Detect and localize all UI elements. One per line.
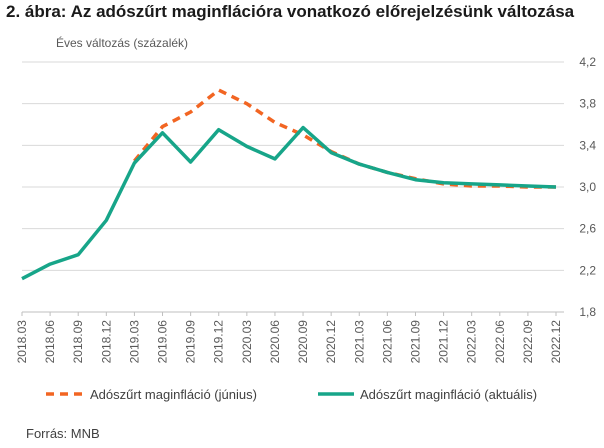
series [21,88,557,281]
x-tick-label: 2018.09 [71,320,85,364]
series-line-june [133,88,556,189]
x-tick-label: 2021.12 [437,320,451,364]
x-tick-label: 2019.06 [156,320,170,364]
y-tick-label: 1,8 [579,305,596,319]
y-axis-label: Éves változás (százalék) [56,35,188,50]
source-note: Forrás: MNB [26,426,100,441]
y-tick-label: 3,4 [579,138,596,152]
legend-label: Adószűrt maginfláció (június) [90,387,257,402]
x-tick-label: 2021.09 [408,320,422,364]
x-tick-label: 2020.03 [240,320,254,364]
x-axis-ticks: 2018.03 2018.06 2018.09 2018.12 2019.03 2019.… [15,312,563,363]
x-tick-label: 2022.09 [521,320,535,364]
x-tick-label: 2022.12 [549,320,563,364]
x-tick-label: 2020.12 [324,320,338,364]
x-tick-label: 2020.09 [296,320,310,364]
chart-title: 2. ábra: Az adószűrt maginflációra vonat… [6,2,575,21]
x-tick-label: 2022.06 [493,320,507,364]
x-tick-label: 2021.03 [352,320,366,364]
x-tick-label: 2018.12 [99,320,113,364]
x-tick-label: 2021.06 [380,320,394,364]
x-tick-label: 2018.03 [15,320,29,364]
x-tick-label: 2019.12 [212,320,226,364]
gridlines [22,61,564,313]
x-tick-label: 2019.09 [184,320,198,364]
x-tick-label: 2018.06 [43,320,57,364]
legend: Adószűrt maginfláció (június) Adószűrt ma… [46,387,537,402]
y-tick-label: 2,2 [579,263,596,277]
y-tick-label: 4,2 [579,55,596,69]
x-tick-label: 2020.06 [268,320,282,364]
x-tick-label: 2022.03 [465,320,479,364]
x-tick-label: 2019.03 [127,320,141,364]
y-tick-label: 2,6 [579,222,596,236]
y-axis-ticks: 1,8 2,2 2,6 3,0 3,4 3,8 4,2 [579,55,596,319]
y-tick-label: 3,8 [579,97,596,111]
series-line-current [21,125,557,281]
legend-label: Adószűrt maginfláció (aktuális) [360,387,537,402]
y-tick-label: 3,0 [579,180,596,194]
